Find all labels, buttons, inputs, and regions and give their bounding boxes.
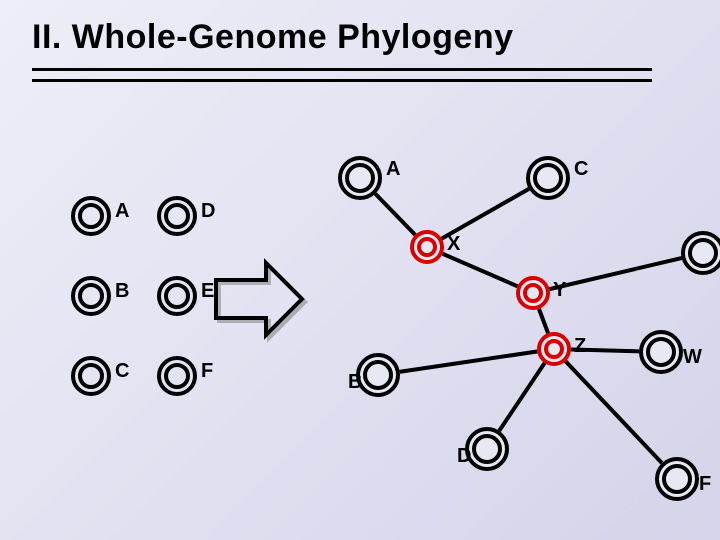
tree-internal-label-z: Z xyxy=(574,335,586,358)
tree-internal-label-y: Y xyxy=(553,279,566,302)
grid-node-d xyxy=(159,198,195,234)
tree-leaf-label-w: W xyxy=(683,346,702,369)
grid-node-b xyxy=(73,278,109,314)
grid-node-label-a: A xyxy=(115,200,129,223)
tree-leaf-label-c: C xyxy=(574,158,588,181)
tree-leaf-label-a: A xyxy=(386,158,400,181)
tree-leaf-label-b: B xyxy=(348,371,362,394)
tree-leaf-label-f: F xyxy=(699,473,711,496)
tree-edge xyxy=(427,247,533,293)
grid-node-label-d: D xyxy=(201,200,215,223)
grid-node-label-b: B xyxy=(115,280,129,303)
tree-edge xyxy=(378,349,554,375)
slide: II. Whole-Genome Phylogeny ADBECFACEWBDF… xyxy=(0,0,720,540)
grid-node-a xyxy=(73,198,109,234)
grid-node-label-f: F xyxy=(201,360,213,383)
diagram-svg xyxy=(0,0,720,540)
grid-node-label-e: E xyxy=(201,280,214,303)
grid-node-label-c: C xyxy=(115,360,129,383)
grid-node-c xyxy=(73,358,109,394)
tree-leaf-label-d: D xyxy=(457,445,471,468)
grid-node-f xyxy=(159,358,195,394)
tree-internal-label-x: X xyxy=(447,233,460,256)
arrow-icon xyxy=(216,263,302,335)
grid-node-e xyxy=(159,278,195,314)
